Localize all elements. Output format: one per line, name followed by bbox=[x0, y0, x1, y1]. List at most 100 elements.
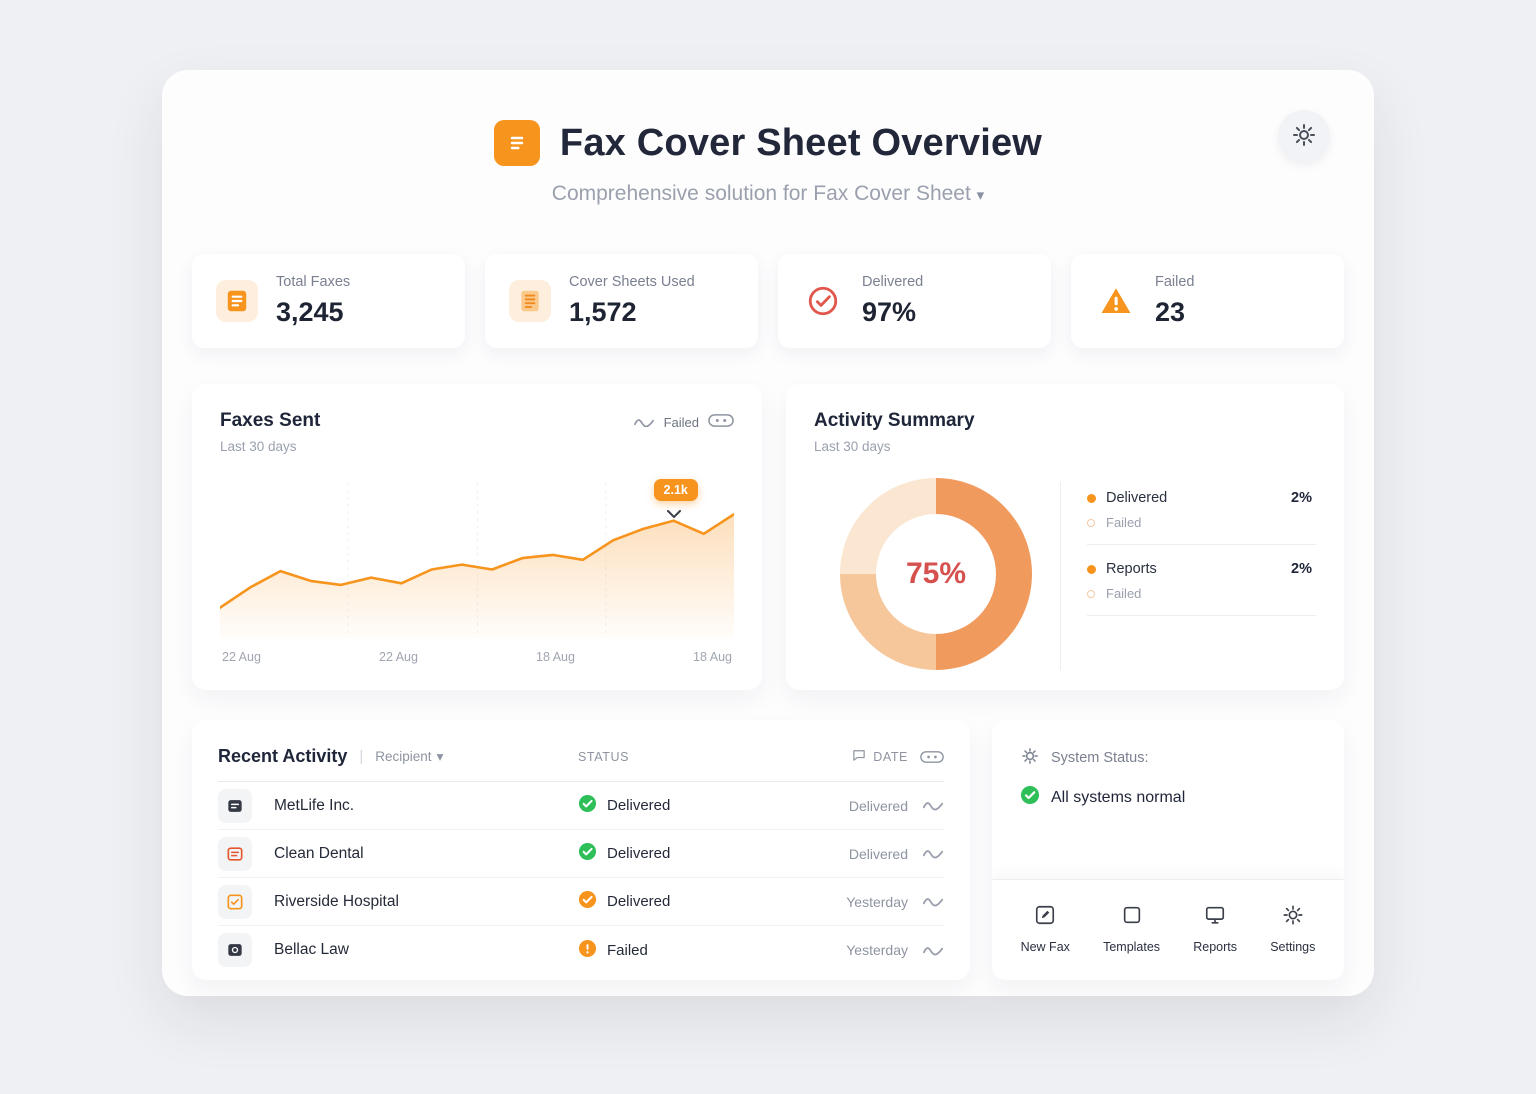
warning-triangle-icon bbox=[1095, 280, 1137, 322]
system-status-panel: System Status: All systems normal New Fa… bbox=[992, 720, 1344, 980]
date-cell: Yesterday bbox=[846, 893, 908, 910]
table-menu-pill-icon[interactable] bbox=[908, 750, 944, 763]
recipient-fax-icon bbox=[218, 933, 252, 967]
recent-activity-panel: Recent Activity | Recipient ▾ STATUS DAT… bbox=[192, 720, 970, 980]
legend-group: Delivered 2% Failed bbox=[1087, 482, 1316, 545]
page-title: Fax Cover Sheet Overview bbox=[559, 121, 1043, 164]
row-more-icon[interactable] bbox=[908, 896, 944, 907]
page-header: Fax Cover Sheet Overview Comprehensive s… bbox=[192, 120, 1344, 206]
row-more-icon[interactable] bbox=[908, 945, 944, 956]
stat-value: 97% bbox=[862, 297, 917, 327]
panel-title: Activity Summary bbox=[814, 410, 975, 431]
status-cell: Delivered bbox=[578, 890, 788, 913]
stat-label: Delivered bbox=[862, 274, 924, 290]
table-row[interactable]: Clean Dental Delivered Delivered bbox=[218, 830, 944, 878]
recipient-name: Riverside Hospital bbox=[274, 892, 399, 910]
new-fax-icon bbox=[1034, 904, 1056, 929]
row-more-icon[interactable] bbox=[908, 848, 944, 859]
x-tick: 22 Aug bbox=[222, 650, 261, 664]
app-logo-icon bbox=[493, 120, 540, 166]
chevron-down-icon: ▾ bbox=[976, 187, 985, 204]
reports-monitor-icon bbox=[1204, 904, 1226, 929]
recent-activity-title: Recent Activity bbox=[218, 746, 348, 766]
dashboard-card: Fax Cover Sheet Overview Comprehensive s… bbox=[162, 70, 1374, 996]
stat-card-failed: Failed 23 bbox=[1071, 254, 1344, 348]
table-row[interactable]: Bellac Law Failed Yesterday bbox=[218, 926, 944, 974]
status-check-icon bbox=[578, 842, 597, 865]
stat-card-cover-sheets: Cover Sheets Used 1,572 bbox=[485, 254, 758, 348]
panel-title: Faxes Sent bbox=[220, 410, 321, 431]
stat-value: 1,572 bbox=[569, 297, 637, 327]
status-ok-icon bbox=[1020, 785, 1040, 810]
status-gear-icon bbox=[1020, 746, 1040, 770]
settings-button[interactable] bbox=[1278, 110, 1330, 162]
templates-icon bbox=[1121, 904, 1143, 929]
donut-hole: 75% bbox=[876, 514, 996, 634]
recipient-fax-icon bbox=[218, 836, 252, 871]
system-status-label: System Status: bbox=[1051, 750, 1149, 766]
templates-button[interactable]: Templates bbox=[1103, 904, 1160, 954]
x-tick: 18 Aug bbox=[693, 650, 732, 664]
faxes-sent-panel: Faxes Sent Last 30 days Failed bbox=[192, 384, 762, 690]
chart-tooltip: 2.1k bbox=[653, 478, 698, 501]
line-chart-svg bbox=[220, 483, 734, 638]
date-cell: Delivered bbox=[848, 845, 908, 862]
donut-center-value: 75% bbox=[905, 557, 967, 590]
gear-icon bbox=[1282, 904, 1304, 929]
status-cell: Failed bbox=[578, 939, 788, 962]
stat-cards: Total Faxes 3,245 Cover Sheets Used 1,57… bbox=[192, 254, 1344, 348]
row-more-icon[interactable] bbox=[908, 800, 944, 811]
legend-dot-icon bbox=[1087, 493, 1096, 503]
settings-action-button[interactable]: Settings bbox=[1270, 904, 1315, 954]
x-tick: 22 Aug bbox=[379, 650, 418, 664]
recipient-name: Bellac Law bbox=[274, 941, 349, 958]
check-circle-icon bbox=[802, 280, 844, 322]
stat-label: Total Faxes bbox=[276, 274, 351, 290]
status-cell: Delivered bbox=[578, 794, 788, 817]
chart-menu-pill-icon[interactable] bbox=[708, 414, 734, 430]
legend-sub-label: Failed bbox=[1106, 586, 1142, 601]
fax-document-icon bbox=[216, 280, 258, 322]
line-chart: 2.1k bbox=[220, 478, 734, 638]
legend-dot-hollow-icon bbox=[1087, 518, 1095, 527]
recipient-fax-icon bbox=[218, 884, 252, 919]
legend-name: Reports bbox=[1106, 561, 1157, 577]
table-row[interactable]: MetLife Inc. Delivered Delivered bbox=[218, 782, 944, 830]
legend-value: 2% bbox=[1291, 561, 1312, 577]
page-subtitle[interactable]: Comprehensive solution for Fax Cover She… bbox=[551, 182, 985, 205]
date-cell: Delivered bbox=[848, 797, 908, 814]
legend-name: Delivered bbox=[1106, 490, 1168, 506]
cover-sheet-icon bbox=[509, 280, 551, 322]
stat-value: 3,245 bbox=[276, 297, 344, 327]
date-cell: Yesterday bbox=[846, 942, 908, 958]
date-column-header[interactable]: DATE bbox=[788, 749, 908, 764]
stat-card-total-faxes: Total Faxes 3,245 bbox=[192, 254, 465, 348]
stat-label: Failed bbox=[1155, 274, 1195, 290]
legend-group: Reports 2% Failed bbox=[1087, 553, 1316, 616]
legend-value: 2% bbox=[1291, 490, 1312, 506]
status-cell: Delivered bbox=[578, 842, 788, 865]
recipient-name: MetLife Inc. bbox=[274, 796, 355, 814]
table-row[interactable]: Riverside Hospital Delivered Yesterday bbox=[218, 878, 944, 926]
panel-subtitle: Last 30 days bbox=[814, 439, 891, 454]
recipient-name: Clean Dental bbox=[274, 844, 364, 862]
x-axis-labels: 22 Aug 22 Aug 18 Aug 18 Aug bbox=[220, 650, 734, 664]
donut-legend: Delivered 2% Failed Reports 2% bbox=[1060, 482, 1316, 670]
system-status-value: All systems normal bbox=[1051, 788, 1186, 806]
legend-dot-hollow-icon bbox=[1087, 589, 1095, 598]
status-check-icon bbox=[578, 794, 597, 817]
status-check-icon bbox=[578, 890, 597, 913]
legend-sub-label: Failed bbox=[1106, 515, 1142, 530]
recipient-column-header[interactable]: Recipient ▾ bbox=[375, 748, 444, 765]
reports-button[interactable]: Reports bbox=[1193, 904, 1237, 954]
legend-dot-icon bbox=[1087, 564, 1096, 574]
donut-chart: 75% bbox=[840, 478, 1032, 670]
new-fax-button[interactable]: New Fax bbox=[1021, 904, 1070, 954]
gear-icon bbox=[1292, 123, 1316, 150]
quick-actions: New Fax Templates Reports bbox=[992, 879, 1344, 980]
trend-scribble-icon[interactable] bbox=[633, 415, 655, 430]
status-column-header[interactable]: STATUS bbox=[578, 749, 630, 764]
status-alert-icon bbox=[578, 939, 597, 962]
panel-subtitle: Last 30 days bbox=[220, 439, 297, 454]
stat-card-delivered: Delivered 97% bbox=[778, 254, 1051, 348]
